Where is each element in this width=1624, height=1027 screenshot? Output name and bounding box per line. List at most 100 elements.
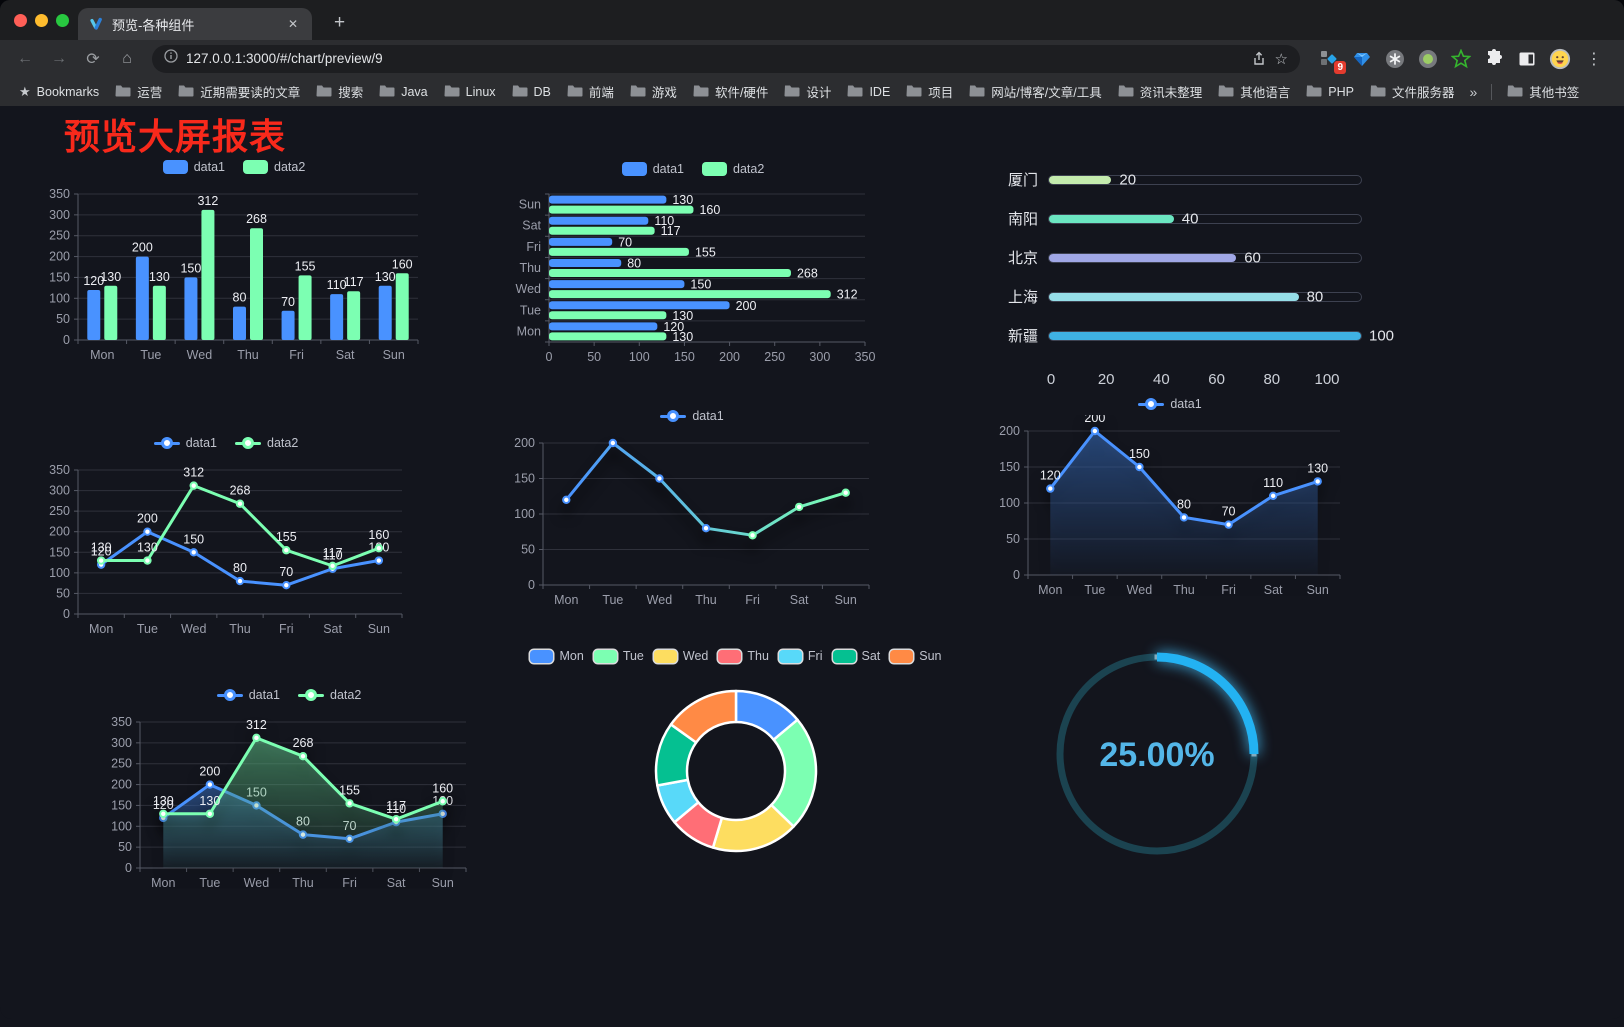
- browser-menu-icon[interactable]: ⋮: [1586, 50, 1602, 68]
- profile-avatar[interactable]: [1549, 48, 1571, 70]
- bookmark-folder[interactable]: PHP: [1299, 81, 1361, 103]
- bookmark-folder[interactable]: Linux: [437, 81, 503, 103]
- home-icon[interactable]: ⌂: [122, 49, 132, 67]
- legend-item-Mon[interactable]: Mon: [530, 649, 584, 663]
- bookmark-folder[interactable]: IDE: [840, 81, 897, 103]
- bookmarks-manager[interactable]: ★ Bookmarks: [12, 81, 106, 103]
- bookmark-label: 游戏: [651, 86, 677, 100]
- bookmark-folder[interactable]: 前端: [560, 79, 621, 104]
- folder-icon: [784, 84, 800, 100]
- legend-item-data1[interactable]: data1: [162, 160, 225, 174]
- share-icon[interactable]: [1251, 51, 1267, 67]
- green-star-extension-icon[interactable]: [1450, 48, 1472, 70]
- tab-close-icon[interactable]: ✕: [287, 17, 298, 31]
- zoom-window-button[interactable]: [56, 14, 69, 27]
- chart-legend: data1: [503, 405, 881, 427]
- bookmark-folder[interactable]: 游戏: [623, 79, 684, 104]
- svg-text:Thu: Thu: [519, 261, 541, 275]
- svg-text:100: 100: [111, 819, 132, 833]
- gauge-progress-arc: [1156, 652, 1259, 755]
- progress-label: 厦门: [1007, 172, 1038, 189]
- new-tab-button[interactable]: +: [334, 12, 346, 33]
- legend-item-data1[interactable]: data1: [216, 688, 280, 702]
- svg-text:200: 200: [111, 778, 132, 792]
- site-info-icon[interactable]: [164, 49, 178, 68]
- folder-icon: [1507, 84, 1523, 100]
- legend-item-data2[interactable]: data2: [235, 436, 298, 450]
- legend-item-Thu[interactable]: Thu: [718, 649, 769, 663]
- bookmark-folder[interactable]: 搜索: [309, 79, 370, 104]
- bookmark-folder[interactable]: 项目: [899, 79, 960, 104]
- chart-legend: data1 data2: [38, 156, 430, 178]
- sidebar-extension-icon[interactable]: [1516, 48, 1538, 70]
- svg-text:Mon: Mon: [517, 324, 541, 338]
- legend-swatch: [243, 160, 268, 174]
- svg-text:268: 268: [293, 736, 314, 750]
- address-bar[interactable]: 127.0.0.1:3000/#/chart/preview/9 ☆: [152, 44, 1300, 73]
- bookmarks-label: Bookmarks: [36, 84, 100, 99]
- record-extension-icon[interactable]: [1417, 48, 1439, 70]
- other-bookmarks-folder[interactable]: 其他书签: [1500, 79, 1586, 104]
- back-icon[interactable]: ←: [17, 49, 33, 67]
- chart-legend: data1 data2: [38, 432, 414, 454]
- legend-item-data2[interactable]: data2: [702, 162, 764, 176]
- minimize-window-button[interactable]: [35, 14, 48, 27]
- blocks-extension-icon[interactable]: 9: [1318, 48, 1346, 74]
- bookmark-folder[interactable]: 网站/博客/文章/工具: [962, 79, 1108, 104]
- svg-text:Mon: Mon: [1038, 583, 1062, 597]
- bookmark-folder[interactable]: 资讯未整理: [1111, 79, 1210, 104]
- legend-swatch: [153, 437, 180, 449]
- extension-badge: 9: [1334, 60, 1346, 74]
- legend-item-data2[interactable]: data2: [243, 160, 305, 174]
- reload-icon[interactable]: ⟳: [86, 50, 100, 68]
- svg-text:Fri: Fri: [745, 593, 760, 607]
- svg-text:200: 200: [736, 299, 757, 313]
- series-data1: 120 200 150 80 70 110 130: [83, 241, 396, 340]
- bookmark-folder[interactable]: 其他语言: [1211, 79, 1297, 104]
- bookmarks-overflow-chevron[interactable]: »: [1469, 83, 1478, 100]
- svg-text:80: 80: [233, 561, 247, 575]
- bookmark-folder[interactable]: 软件/硬件: [686, 79, 775, 104]
- svg-text:250: 250: [49, 504, 70, 518]
- bookmark-star-icon[interactable]: ☆: [1274, 50, 1288, 68]
- svg-text:Sat: Sat: [790, 593, 809, 607]
- legend-item-data1[interactable]: data1: [621, 162, 684, 176]
- bookmark-folder[interactable]: Java: [372, 81, 434, 103]
- bookmark-folder[interactable]: 运营: [108, 79, 169, 104]
- browser-tab[interactable]: 预览-各种组件 ✕: [78, 8, 312, 40]
- legend-label: data2: [267, 436, 299, 450]
- forward-icon[interactable]: →: [51, 49, 67, 67]
- legend-item-Wed[interactable]: Wed: [653, 649, 708, 663]
- svg-text:200: 200: [137, 512, 158, 526]
- legend-item-Sun[interactable]: Sun: [890, 649, 942, 663]
- puzzle-extension-icon[interactable]: [1483, 48, 1505, 70]
- legend-swatch: [621, 162, 647, 176]
- legend-item-Tue[interactable]: Tue: [593, 649, 644, 663]
- bookmark-folder[interactable]: 设计: [777, 79, 838, 104]
- bookmark-folder[interactable]: 近期需要读的文章: [171, 79, 307, 104]
- axis-tick-label: 0: [1046, 371, 1056, 388]
- legend-item-Sat[interactable]: Sat: [832, 649, 880, 663]
- url-text[interactable]: 127.0.0.1:3000/#/chart/preview/9: [186, 51, 383, 66]
- legend-label: data1: [1170, 397, 1202, 411]
- close-window-button[interactable]: [14, 14, 27, 27]
- svg-text:120: 120: [663, 320, 684, 334]
- svg-text:50: 50: [1006, 532, 1020, 546]
- pie-slice-Sun[interactable]: [669, 689, 738, 744]
- asterisk-extension-icon[interactable]: [1384, 48, 1406, 70]
- favicon: [88, 16, 104, 32]
- legend-swatch: [653, 649, 677, 663]
- legend-item-data1[interactable]: data1: [1138, 397, 1202, 411]
- legend-swatch: [216, 689, 243, 701]
- bookmark-folder[interactable]: DB: [505, 81, 558, 103]
- legend-item-data1[interactable]: data1: [153, 436, 217, 450]
- legend-item-data1[interactable]: data1: [660, 409, 724, 423]
- svg-text:200: 200: [514, 436, 535, 450]
- gem-extension-icon[interactable]: [1351, 48, 1373, 70]
- folder-icon: [906, 84, 922, 100]
- bookmark-folder[interactable]: 文件服务器: [1363, 79, 1462, 104]
- legend-item-Fri[interactable]: Fri: [778, 649, 823, 663]
- bookmark-label: Linux: [465, 84, 496, 99]
- svg-text:Wed: Wed: [187, 348, 213, 362]
- legend-item-data2[interactable]: data2: [298, 688, 361, 702]
